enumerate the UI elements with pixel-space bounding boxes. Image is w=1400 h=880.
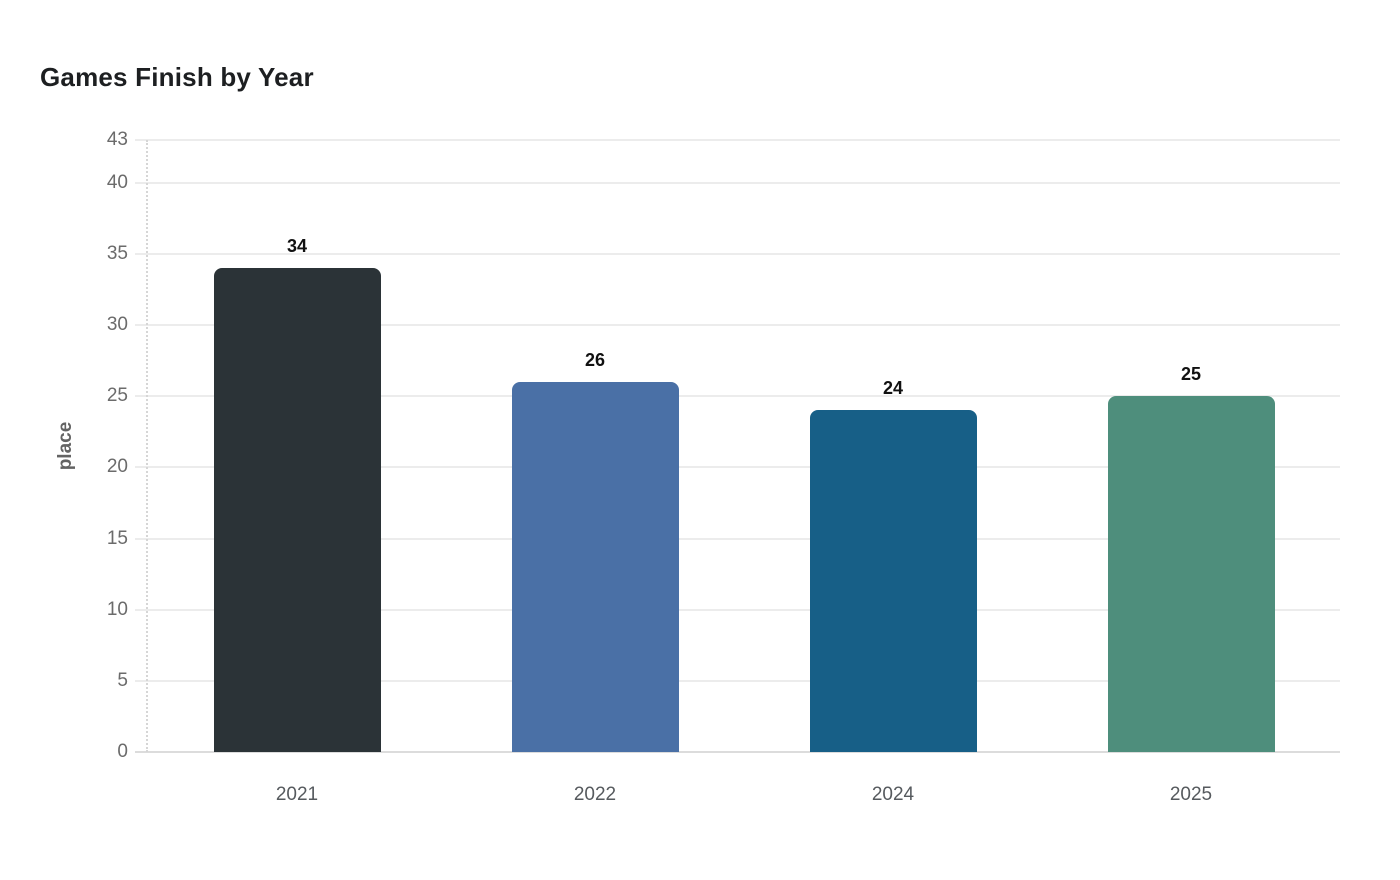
chart-title: Games Finish by Year	[40, 62, 314, 92]
bar-2022	[511, 381, 679, 752]
bar-2025	[1107, 396, 1275, 752]
y-tick-label: 0	[117, 741, 128, 762]
y-tick-label: 15	[106, 527, 128, 549]
y-tick-label: 35	[106, 242, 128, 264]
gridline	[148, 324, 1340, 327]
x-tick-label-2022: 2022	[573, 784, 617, 805]
x-tick-label-2021: 2021	[275, 784, 319, 805]
bar-2024	[809, 410, 977, 752]
y-tick-label: 40	[106, 171, 128, 193]
y-tick-mark	[135, 466, 148, 469]
gridline	[148, 395, 1340, 398]
bar-value-label-2021: 34	[286, 236, 308, 257]
gridline	[148, 608, 1340, 611]
bar-value-label-2025: 25	[1180, 364, 1202, 385]
y-tick-mark	[135, 679, 148, 682]
y-axis-line	[146, 140, 148, 752]
y-tick-label: 10	[106, 598, 128, 620]
y-tick-mark	[135, 181, 148, 184]
gridline	[148, 139, 1340, 141]
gridline	[148, 252, 1340, 255]
y-tick-label: 5	[117, 669, 128, 691]
bar-2021	[213, 268, 381, 752]
bar-value-label-2024: 24	[882, 378, 904, 399]
gridline	[148, 466, 1340, 469]
x-tick-label-2025: 2025	[1169, 784, 1213, 805]
y-tick-mark	[135, 537, 148, 540]
y-tick-label: 25	[106, 385, 128, 407]
gridline	[148, 181, 1340, 184]
bar-value-label-2022: 26	[584, 349, 606, 370]
y-tick-label: 20	[106, 456, 128, 478]
gridline	[148, 679, 1340, 682]
y-tick-mark	[135, 139, 148, 141]
y-tick-label: 30	[106, 314, 128, 336]
y-tick-mark	[135, 324, 148, 327]
x-tick-label-2024: 2024	[871, 784, 915, 805]
y-tick-label: 43	[106, 129, 128, 150]
y-tick-mark	[135, 608, 148, 611]
x-axis-baseline	[135, 751, 1340, 753]
gridline	[148, 537, 1340, 540]
y-tick-mark	[135, 252, 148, 255]
y-tick-mark	[135, 395, 148, 398]
